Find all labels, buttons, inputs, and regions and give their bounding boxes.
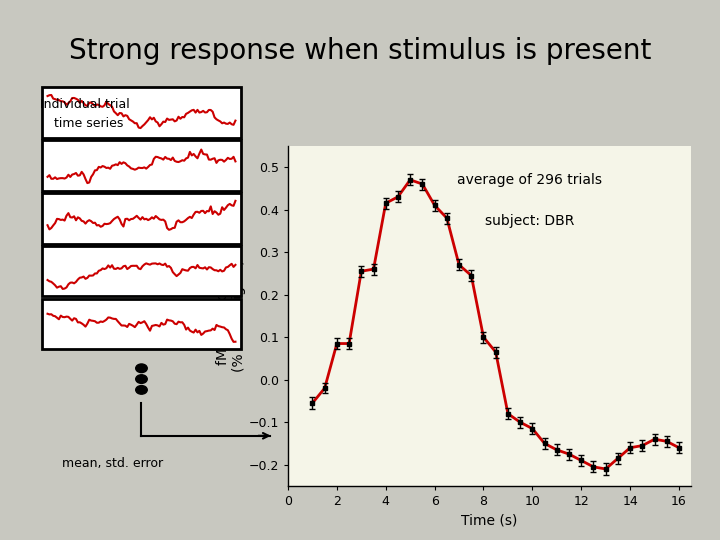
Text: average of 296 trials: average of 296 trials: [457, 173, 603, 187]
Text: mean, std. error: mean, std. error: [62, 457, 163, 470]
Text: subject: DBR: subject: DBR: [485, 214, 575, 228]
Y-axis label: fMRI response
(% BOLD signal): fMRI response (% BOLD signal): [215, 260, 246, 372]
Text: Individual trial: Individual trial: [40, 98, 130, 111]
Text: time series: time series: [54, 117, 123, 130]
X-axis label: Time (s): Time (s): [462, 514, 518, 528]
Text: Strong response when stimulus is present: Strong response when stimulus is present: [69, 37, 651, 65]
